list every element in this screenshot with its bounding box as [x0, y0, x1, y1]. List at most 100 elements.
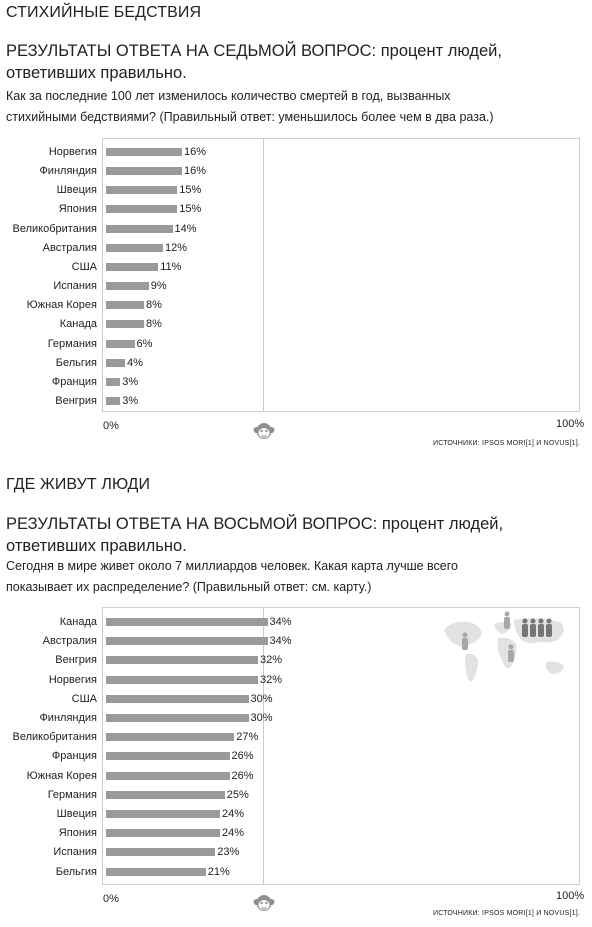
- category-label: Япония: [58, 203, 97, 216]
- question-heading-line1: РЕЗУЛЬТАТЫ ОТВЕТА НА ВОСЬМОЙ ВОПРОС: про…: [6, 515, 504, 533]
- section-title: ГДЕ ЖИВУТ ЛЮДИ: [6, 476, 151, 493]
- value-label: 24%: [222, 808, 245, 820]
- bar: [106, 224, 173, 233]
- question-text: Как за последние 100 лет изменилось коли…: [6, 86, 586, 128]
- bar-row: США 11%: [0, 258, 592, 277]
- category-label: Германия: [47, 788, 97, 801]
- category-label: Бельгия: [55, 356, 97, 369]
- bar-row: Испания 9%: [0, 277, 592, 296]
- category-label: Южная Корея: [26, 299, 97, 312]
- value-label: 32%: [260, 654, 283, 667]
- category-label: Великобритания: [12, 222, 97, 235]
- bar: [106, 396, 121, 405]
- source-note: ИСТОЧНИКИ: IPSOS MORI[1] И NOVUS[1].: [433, 440, 580, 447]
- category-label: США: [71, 260, 97, 273]
- bar-row: Бельгия 21%: [0, 863, 592, 882]
- bar: [106, 752, 230, 761]
- category-label: Норвегия: [48, 146, 97, 158]
- value-label: 34%: [269, 635, 292, 648]
- question-text-line2: стихийными бедствиями? (Правильный ответ…: [6, 110, 494, 124]
- bar-row: Швеция 15%: [0, 181, 592, 200]
- axis-max-label: 100%: [556, 418, 585, 430]
- question-text-line2: показывает их распределение? (Правильный…: [6, 580, 372, 594]
- question-text: Сегодня в мире живет около 7 миллиардов …: [6, 556, 586, 598]
- bar-row: Финляндия 16%: [0, 162, 592, 181]
- bar-row: Венгрия 32%: [0, 651, 592, 670]
- category-label: Канада: [59, 616, 97, 628]
- reference-line: [263, 139, 264, 411]
- bar-row: Норвегия 32%: [0, 671, 592, 690]
- bar: [106, 339, 135, 348]
- category-label: Австралия: [42, 241, 97, 254]
- value-label: 6%: [136, 337, 153, 350]
- bar: [106, 790, 225, 799]
- category-label: Южная Корея: [26, 769, 97, 782]
- bar-row: Япония 24%: [0, 824, 592, 843]
- bar-row: Великобритания 27%: [0, 728, 592, 747]
- bar-row: Канада 8%: [0, 315, 592, 334]
- bar-row: Япония 15%: [0, 200, 592, 219]
- monkey-icon: [253, 895, 275, 911]
- bar-row: Германия 6%: [0, 335, 592, 354]
- value-label: 8%: [146, 318, 162, 331]
- bar: [106, 301, 144, 310]
- value-label: 23%: [217, 846, 240, 859]
- bar-row: Австралия 12%: [0, 239, 592, 258]
- value-label: 14%: [174, 222, 197, 235]
- value-label: 34%: [269, 616, 292, 628]
- category-label: Германия: [47, 337, 97, 350]
- bar: [106, 714, 249, 722]
- bar-row: Австралия 34%: [0, 632, 592, 651]
- category-label: Швеция: [56, 808, 97, 820]
- bar: [106, 205, 178, 214]
- bar-row: Норвегия 16%: [0, 143, 592, 162]
- value-label: 16%: [184, 165, 207, 178]
- question-heading-line2: ответивших правильно.: [6, 537, 187, 555]
- bar: [106, 829, 220, 838]
- bar: [106, 320, 144, 329]
- world-map-icon: [444, 611, 564, 682]
- value-label: 32%: [260, 673, 283, 686]
- bar-row: Венгрия 3%: [0, 392, 592, 411]
- monkey-icon: [253, 423, 275, 439]
- category-label: Франция: [51, 750, 97, 763]
- category-label: Япония: [58, 827, 97, 840]
- bar-row: Канада 34%: [0, 613, 592, 632]
- section-title: СТИХИЙНЫЕ БЕДСТВИЯ: [6, 4, 202, 21]
- category-label: США: [71, 692, 97, 705]
- category-label: Швеция: [56, 184, 97, 197]
- bar-row: Франция 26%: [0, 747, 592, 766]
- bar-row: Южная Корея 26%: [0, 767, 592, 786]
- category-label: Австралия: [42, 635, 97, 648]
- bar: [106, 243, 163, 252]
- question-text-line1: Сегодня в мире живет около 7 миллиардов …: [6, 559, 458, 573]
- axis-max-label: 100%: [556, 890, 585, 902]
- source-note: ИСТОЧНИКИ: IPSOS MORI[1] И NOVUS[1].: [433, 910, 580, 917]
- question-heading-line2: ответивших правильно.: [6, 64, 187, 82]
- bar-row: Швеция 24%: [0, 805, 592, 824]
- value-label: 3%: [122, 375, 139, 388]
- chart-frame: [102, 138, 580, 412]
- bar: [106, 867, 206, 876]
- bar-row: Германия 25%: [0, 786, 592, 805]
- category-label: Франция: [51, 375, 97, 388]
- bar: [106, 810, 220, 818]
- value-label: 21%: [207, 865, 230, 878]
- value-label: 26%: [231, 750, 254, 763]
- bar-row: Франция 3%: [0, 373, 592, 392]
- value-label: 12%: [165, 241, 188, 254]
- question-heading: РЕЗУЛЬТАТЫ ОТВЕТА НА ВОСЬМОЙ ВОПРОС: про…: [6, 513, 586, 557]
- category-label: Венгрия: [55, 654, 97, 667]
- bar: [106, 186, 178, 195]
- value-label: 30%: [250, 692, 273, 705]
- axis-min-label: 0%: [103, 893, 119, 905]
- value-label: 30%: [250, 712, 273, 724]
- category-label: Венгрия: [55, 394, 97, 407]
- value-label: 25%: [226, 788, 249, 801]
- value-label: 11%: [160, 260, 182, 273]
- question-heading-line1: РЕЗУЛЬТАТЫ ОТВЕТА НА СЕДЬМОЙ ВОПРОС: про…: [6, 42, 502, 60]
- bar: [106, 377, 121, 386]
- category-label: Финляндия: [39, 712, 97, 724]
- category-label: Бельгия: [55, 865, 97, 878]
- category-label: Финляндия: [39, 165, 97, 178]
